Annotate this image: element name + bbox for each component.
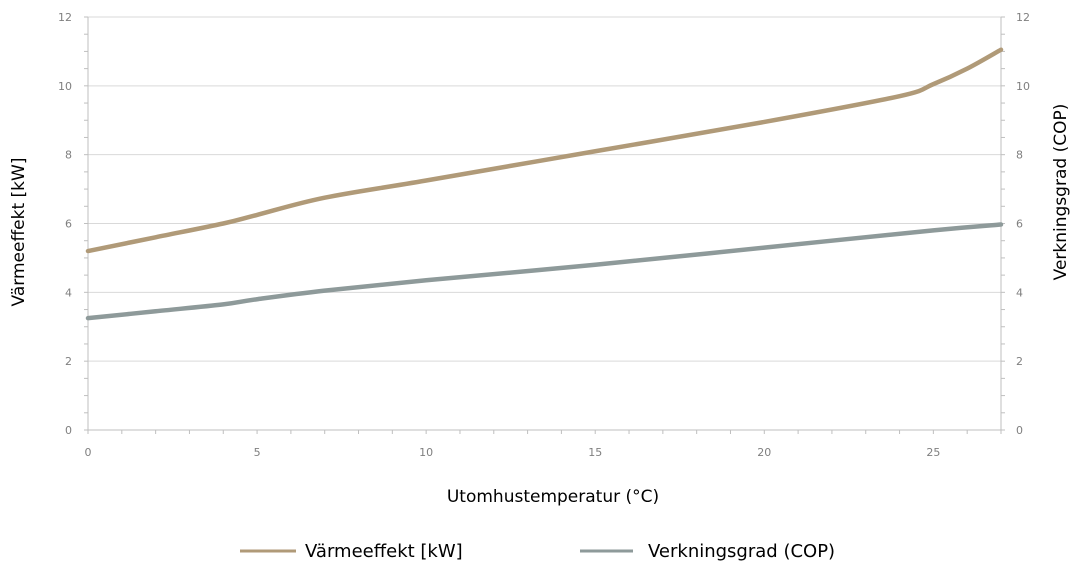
right-tick-label: 8	[1016, 149, 1023, 162]
x-tick-label: 15	[588, 446, 602, 459]
right-axis-title: Verkningsgrad (COP)	[1051, 104, 1071, 281]
right-tick-label: 0	[1016, 424, 1023, 437]
right-tick-label: 2	[1016, 355, 1023, 368]
right-tick-label: 6	[1016, 218, 1023, 231]
x-tick-label: 20	[757, 446, 771, 459]
right-tick-label: 10	[1016, 80, 1030, 93]
left-tick-label: 8	[65, 149, 72, 162]
x-tick-label: 10	[419, 446, 433, 459]
legend: Värmeeffekt [kW] Verkningsgrad (COP)	[240, 541, 835, 562]
right-tick-label: 12	[1016, 11, 1030, 24]
right-axis-ticks: 0 2 4 6 8 10 12	[1001, 11, 1030, 437]
left-axis-ticks: 0 2 4 6 8 10 12	[58, 11, 88, 437]
legend-label-varmeeffekt: Värmeeffekt [kW]	[305, 541, 463, 562]
left-axis-title: Värmeeffekt [kW]	[9, 158, 29, 307]
x-axis-ticks: 0 5 10 15 20 25	[85, 430, 1002, 459]
left-tick-label: 10	[58, 80, 72, 93]
left-tick-label: 6	[65, 218, 72, 231]
legend-label-verkningsgrad: Verkningsgrad (COP)	[648, 541, 835, 562]
gridlines	[88, 16, 1001, 362]
series-line-varmeeffekt	[85, 47, 1004, 254]
left-tick-label: 0	[65, 424, 72, 437]
left-tick-label: 2	[65, 355, 72, 368]
series-line-verkningsgrad	[85, 222, 1004, 321]
x-tick-label: 0	[85, 446, 92, 459]
right-tick-label: 4	[1016, 286, 1023, 299]
left-tick-label: 12	[58, 11, 72, 24]
x-axis-title: Utomhustemperatur (°C)	[447, 487, 659, 507]
left-tick-label: 4	[65, 286, 72, 299]
x-tick-label: 5	[254, 446, 261, 459]
x-tick-label: 25	[926, 446, 940, 459]
series-lines	[85, 47, 1004, 321]
